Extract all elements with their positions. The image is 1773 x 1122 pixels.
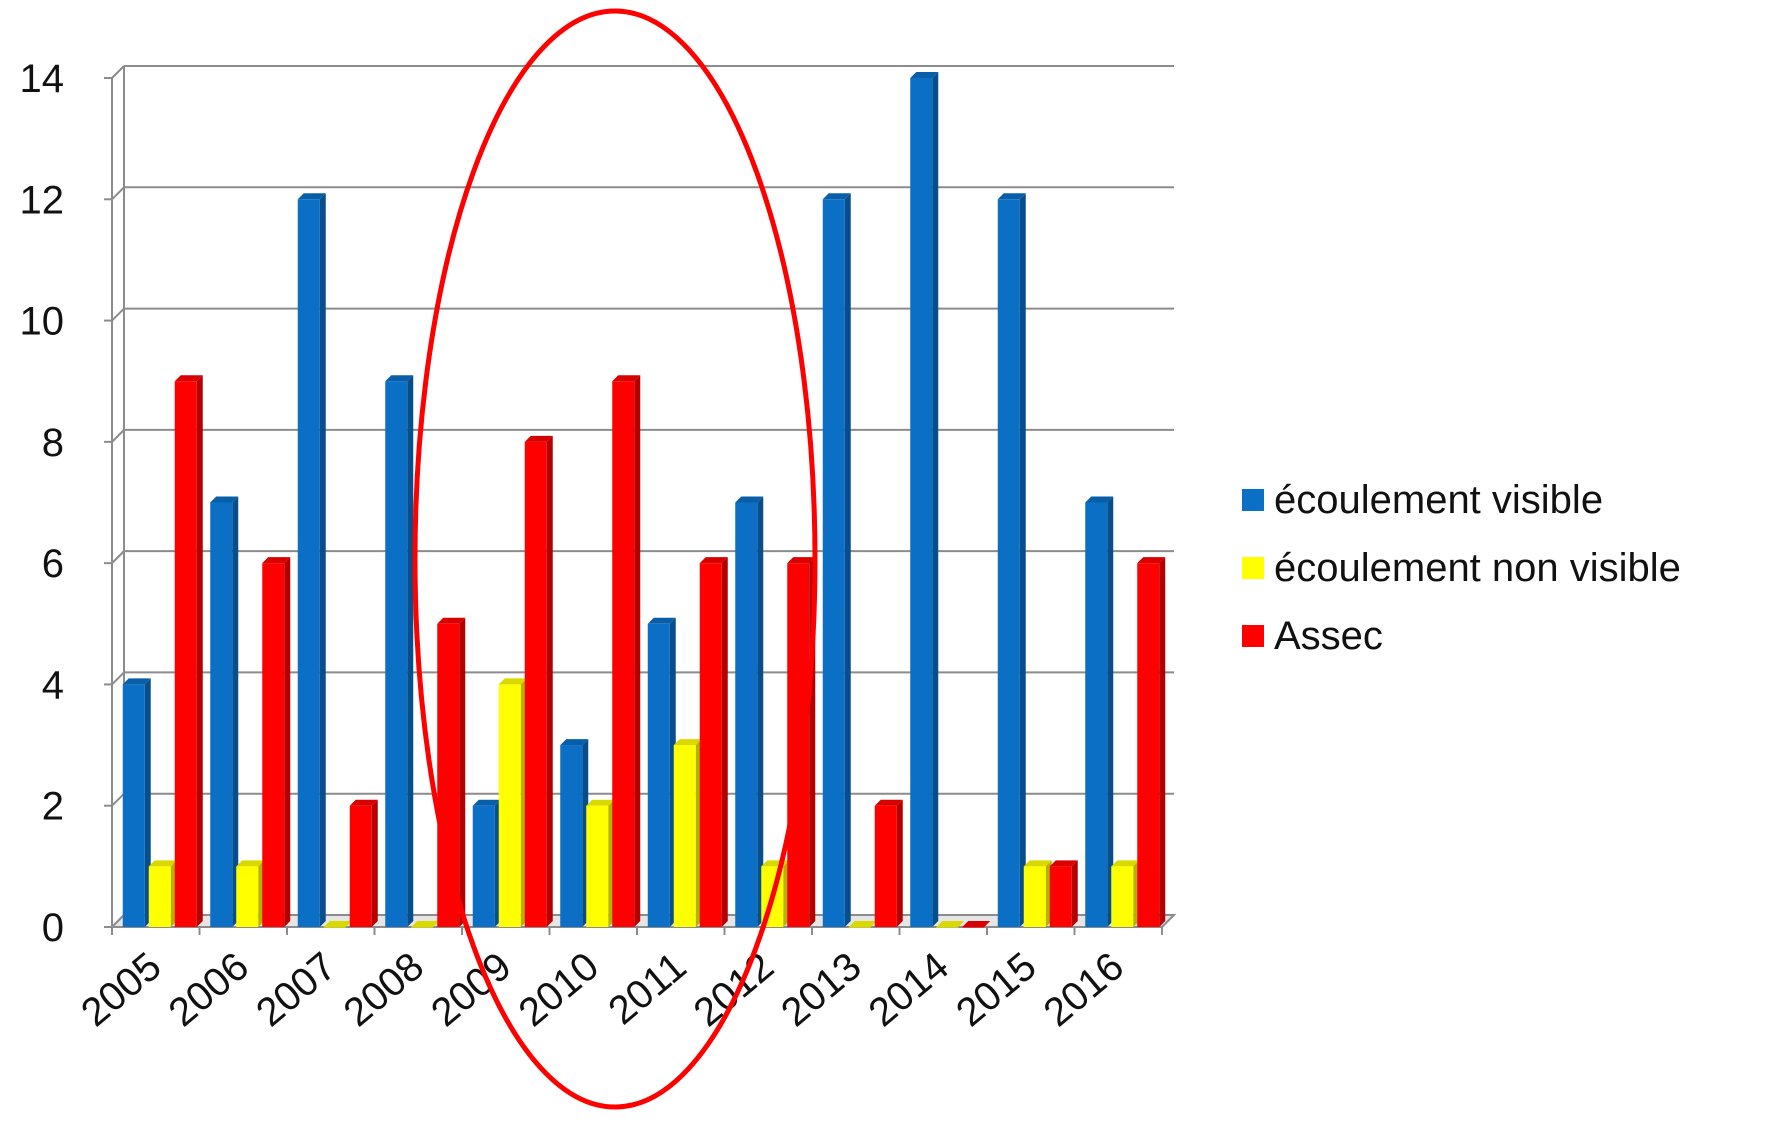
legend-swatch	[1242, 625, 1264, 647]
y-tick-label: 14	[20, 57, 65, 101]
bar	[997, 193, 1026, 928]
bar	[437, 617, 466, 927]
bar	[385, 375, 414, 927]
x-tick-labels: 2005200620072008200920102011201220132014…	[73, 944, 1132, 1035]
bar	[848, 921, 877, 928]
legend-swatch	[1242, 489, 1264, 511]
x-tick-label: 2008	[336, 944, 432, 1035]
gridline-side	[111, 65, 125, 79]
legend-label: écoulement visible	[1274, 477, 1604, 522]
x-tick-label: 2005	[73, 944, 169, 1035]
bar	[148, 860, 177, 927]
legend-item-assec: Assec	[1242, 602, 1681, 670]
y-tick-label: 4	[42, 663, 64, 707]
bar	[962, 921, 991, 928]
y-tick-label: 8	[42, 421, 64, 465]
bar	[323, 921, 352, 928]
x-tick-label: 2010	[511, 944, 607, 1035]
gridline-side	[111, 186, 125, 200]
bars	[122, 72, 1166, 928]
bar	[1137, 557, 1166, 927]
x-tick-label: 2006	[161, 944, 257, 1035]
bar	[524, 435, 553, 927]
x-tick-label: 2014	[861, 944, 957, 1035]
bar	[122, 678, 151, 927]
bar	[1023, 860, 1052, 927]
legend: écoulement visible écoulement non visibl…	[1242, 466, 1681, 670]
bar	[586, 799, 615, 927]
legend-item-ecoulement-visible: écoulement visible	[1242, 466, 1681, 534]
x-tick-label: 2015	[948, 944, 1044, 1035]
legend-item-ecoulement-non-visible: écoulement non visible	[1242, 534, 1681, 602]
y-tick-label: 6	[42, 542, 64, 586]
annotation-layer	[412, 8, 818, 1110]
bar	[874, 799, 903, 927]
bar	[262, 557, 291, 927]
y-tick-labels: 0 2 4 6 8 10 12 14	[20, 57, 65, 950]
bar	[1049, 860, 1078, 927]
y-tick-label: 12	[20, 178, 65, 222]
bar	[735, 496, 764, 927]
bar	[1111, 860, 1140, 927]
bar	[647, 617, 676, 927]
x-tick-label: 2011	[600, 944, 694, 1033]
x-tick-label: 2007	[248, 944, 344, 1035]
gridline-side	[111, 550, 125, 564]
bar	[822, 193, 851, 928]
highlight-ellipse	[412, 8, 818, 1110]
gridline-side	[111, 429, 125, 443]
gridline-side	[111, 671, 125, 686]
bar	[612, 375, 641, 927]
bar	[560, 739, 589, 927]
bar	[472, 799, 501, 927]
bar	[297, 193, 326, 928]
legend-label: Assec	[1274, 613, 1383, 658]
bar	[699, 557, 728, 927]
x-tick-label: 2012	[686, 944, 782, 1035]
bar	[910, 72, 939, 927]
bar	[673, 739, 702, 927]
gridline-side	[111, 793, 125, 807]
bar	[236, 860, 265, 927]
bar	[411, 921, 440, 928]
bar	[1085, 496, 1114, 927]
y-tick-label: 0	[42, 906, 64, 950]
legend-label: écoulement non visible	[1274, 545, 1681, 590]
bar	[174, 375, 203, 927]
bar	[498, 678, 527, 927]
legend-swatch	[1242, 557, 1264, 579]
y-tick-label: 10	[20, 300, 65, 344]
bar	[210, 496, 239, 927]
gridline-side	[111, 307, 125, 322]
x-tick-label: 2016	[1036, 944, 1132, 1035]
bar	[936, 921, 965, 928]
y-tick-label: 2	[42, 785, 64, 829]
bar	[349, 799, 378, 927]
x-tick-label: 2013	[773, 944, 869, 1035]
